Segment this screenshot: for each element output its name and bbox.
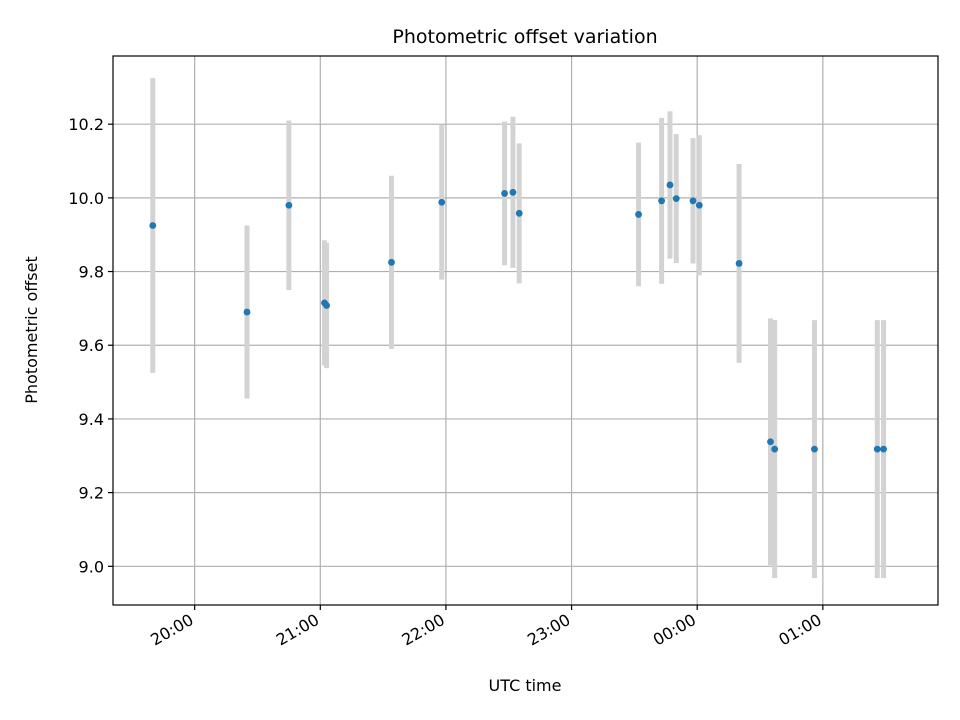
point-layer bbox=[149, 181, 887, 453]
data-point bbox=[658, 197, 666, 205]
data-point bbox=[880, 445, 887, 453]
x-axis-label: UTC time bbox=[489, 676, 562, 695]
data-point bbox=[873, 445, 881, 453]
data-point bbox=[672, 195, 680, 202]
data-point bbox=[735, 260, 743, 267]
data-point bbox=[243, 308, 251, 316]
data-point bbox=[635, 211, 642, 218]
data-point bbox=[689, 197, 697, 205]
data-point bbox=[438, 198, 446, 206]
chart-title: Photometric offset variation bbox=[392, 26, 657, 48]
y-tick-label: 9.4 bbox=[79, 410, 104, 429]
data-point bbox=[771, 445, 779, 453]
data-point bbox=[323, 302, 330, 309]
y-tick-label: 9.8 bbox=[79, 263, 104, 282]
y-tick-label: 9.2 bbox=[79, 484, 104, 503]
data-point bbox=[515, 209, 523, 217]
data-point bbox=[811, 445, 818, 453]
y-axis-label: Photometric offset bbox=[22, 256, 41, 404]
data-point bbox=[767, 438, 774, 446]
y-tick-label: 10.0 bbox=[68, 189, 104, 208]
y-tick-label: 10.2 bbox=[68, 115, 104, 134]
plot-area-frame bbox=[112, 55, 939, 606]
y-tick-label: 9.6 bbox=[79, 336, 104, 355]
data-point bbox=[509, 188, 517, 196]
data-point bbox=[388, 258, 395, 266]
data-point bbox=[149, 222, 157, 229]
data-point bbox=[666, 181, 674, 189]
data-point bbox=[695, 201, 703, 209]
y-tick-label: 9.0 bbox=[79, 557, 104, 576]
data-point bbox=[501, 190, 508, 197]
data-point bbox=[285, 201, 293, 209]
grid-layer bbox=[113, 56, 938, 605]
